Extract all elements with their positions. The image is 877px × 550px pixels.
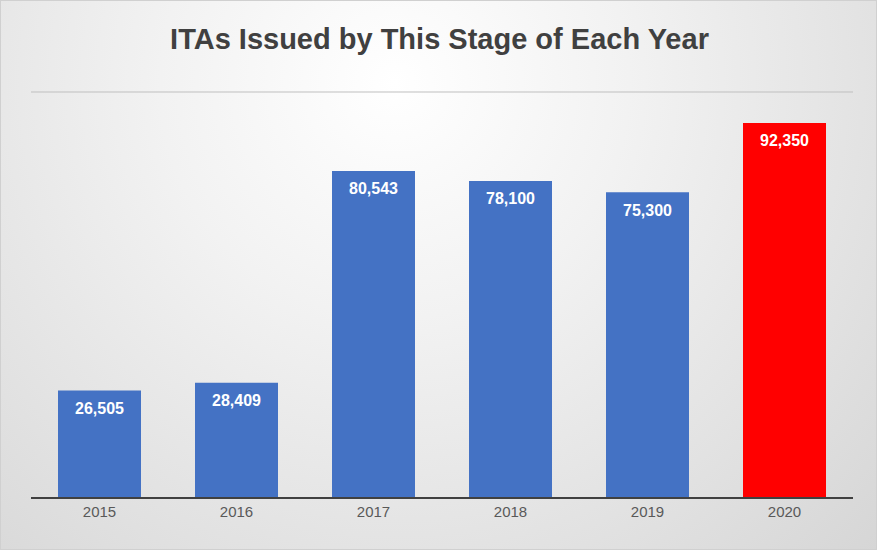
svg-text:2019: 2019 — [631, 503, 664, 520]
svg-text:75,300: 75,300 — [623, 202, 672, 219]
svg-text:2017: 2017 — [357, 503, 390, 520]
svg-text:80,543: 80,543 — [349, 180, 398, 197]
svg-text:2016: 2016 — [220, 503, 253, 520]
svg-text:2015: 2015 — [83, 503, 116, 520]
svg-text:92,350: 92,350 — [760, 132, 809, 149]
svg-text:28,409: 28,409 — [212, 392, 261, 409]
svg-text:26,505: 26,505 — [75, 400, 124, 417]
html-text:ITAs Issued by This Stage of E: ITAs Issued by This Stage of Each Year — [170, 23, 709, 55]
svg-text:2020: 2020 — [768, 503, 801, 520]
svg-text:2018: 2018 — [494, 503, 527, 520]
svg-text:78,100: 78,100 — [486, 190, 535, 207]
